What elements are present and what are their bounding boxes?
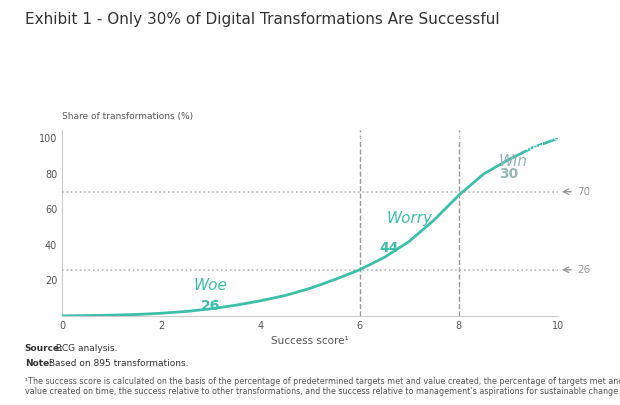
Text: 26: 26 — [577, 265, 590, 275]
Text: Worry: Worry — [386, 211, 432, 226]
Text: Exhibit 1 - Only 30% of Digital Transformations Are Successful: Exhibit 1 - Only 30% of Digital Transfor… — [25, 12, 500, 27]
Text: 30: 30 — [498, 167, 518, 181]
Text: 44: 44 — [379, 241, 399, 256]
Text: Target value met or
exceeded; sustainable
change created: Target value met or exceeded; sustainabl… — [458, 122, 559, 152]
Text: Note:: Note: — [25, 359, 53, 368]
Text: Woe: Woe — [194, 278, 228, 293]
Text: ¹The success score is calculated on the basis of the percentage of predetermined: ¹The success score is calculated on the … — [25, 377, 620, 396]
Text: 70: 70 — [577, 187, 590, 197]
Text: Value created but
targets not met; limited
long-term change: Value created but targets not met; limit… — [355, 122, 463, 152]
Text: Source:: Source: — [25, 344, 63, 353]
Text: Based on 895 transformations.: Based on 895 transformations. — [46, 359, 189, 368]
Text: Limited value created (<50% of target);
no sustainable change: Limited value created (<50% of target); … — [120, 128, 302, 147]
Text: Share of transformations (%): Share of transformations (%) — [62, 113, 193, 121]
X-axis label: Success score¹: Success score¹ — [271, 336, 349, 346]
Text: 26: 26 — [201, 299, 221, 313]
Text: Win: Win — [499, 154, 528, 169]
Text: BCG analysis.: BCG analysis. — [53, 344, 117, 353]
